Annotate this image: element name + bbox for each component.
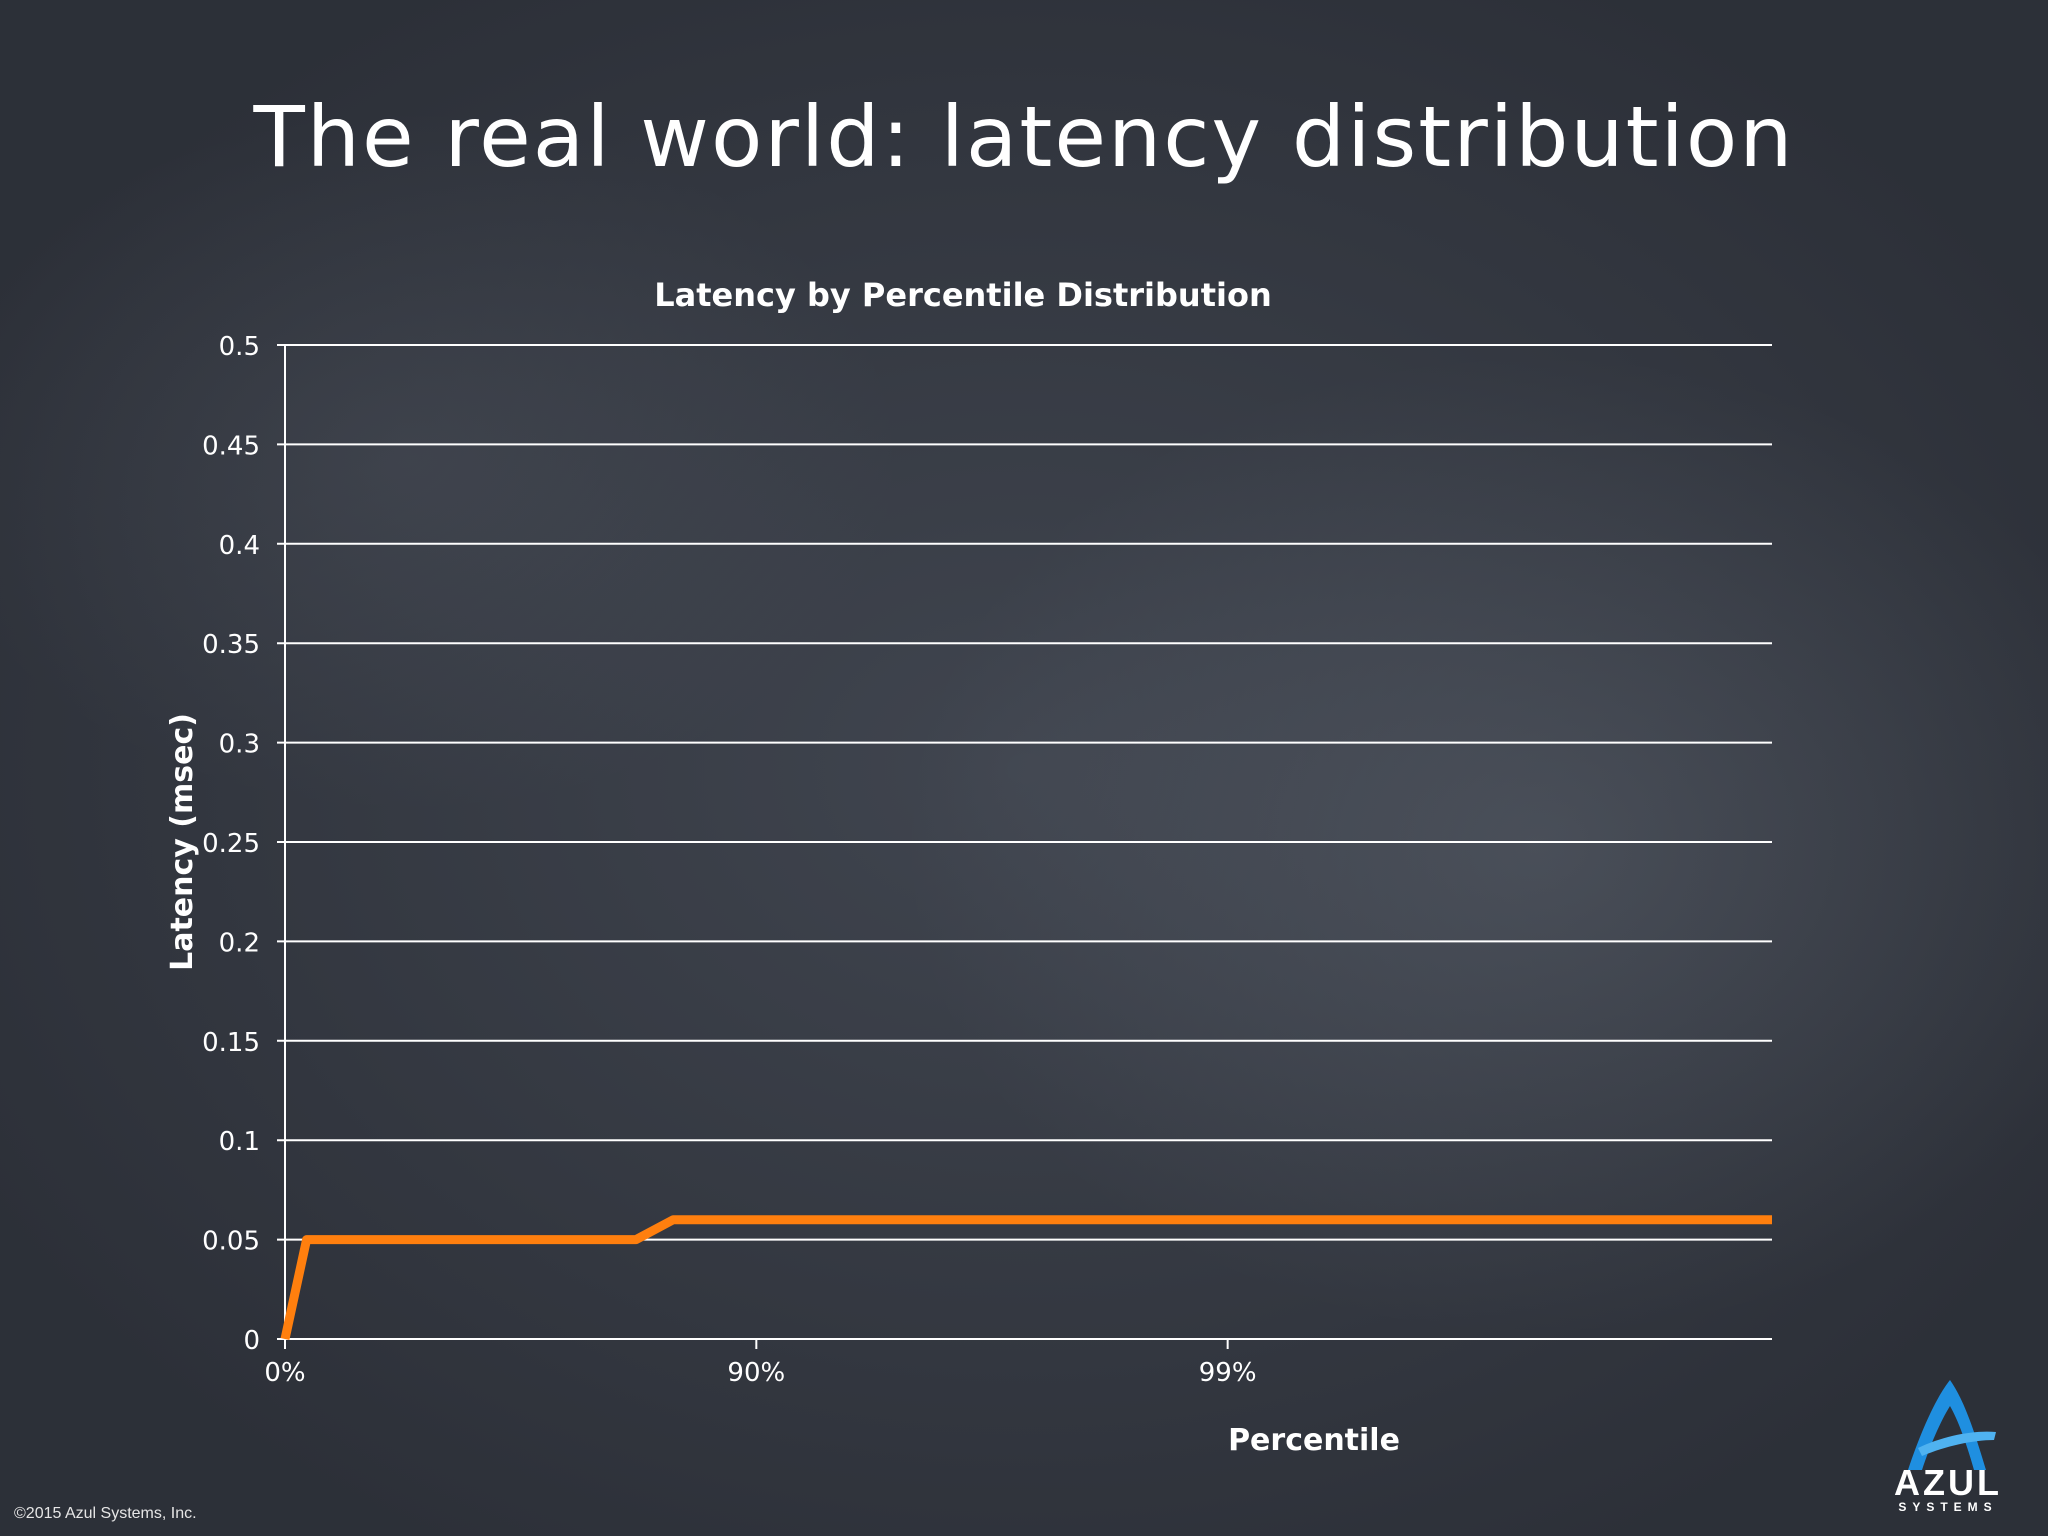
x-tick-label: 99% xyxy=(1199,1358,1257,1388)
y-tick-label: 0.2 xyxy=(219,928,260,958)
y-tick-label: 0.1 xyxy=(219,1127,260,1157)
y-tick-label: 0.05 xyxy=(202,1227,260,1257)
y-tick-label: 0.35 xyxy=(202,630,260,660)
slide-title: The real world: latency distribution xyxy=(253,88,1795,186)
logo-wordmark: AZUL xyxy=(1894,1462,2002,1503)
y-tick-label: 0.3 xyxy=(219,730,260,760)
y-tick-label: 0.4 xyxy=(219,531,260,561)
series-line xyxy=(280,1215,1772,1340)
y-axis-label: Latency (msec) xyxy=(165,713,200,971)
logo-subtitle: SYSTEMS xyxy=(1898,1500,1998,1514)
y-tick-label: 0.25 xyxy=(202,829,260,859)
x-tick-label: 90% xyxy=(727,1358,785,1388)
x-tick-label: 0% xyxy=(264,1358,305,1388)
copyright-text: ©2015 Azul Systems, Inc. xyxy=(14,1505,197,1522)
y-tick-label: 0.45 xyxy=(202,431,260,461)
y-tick-label: 0.5 xyxy=(219,332,260,362)
x-axis-label: Percentile xyxy=(1228,1423,1400,1458)
y-tick-label: 0 xyxy=(243,1326,260,1356)
y-tick-label: 0.15 xyxy=(202,1028,260,1058)
chart-title: Latency by Percentile Distribution xyxy=(654,276,1271,314)
azul-logo-icon xyxy=(1908,1380,1996,1470)
